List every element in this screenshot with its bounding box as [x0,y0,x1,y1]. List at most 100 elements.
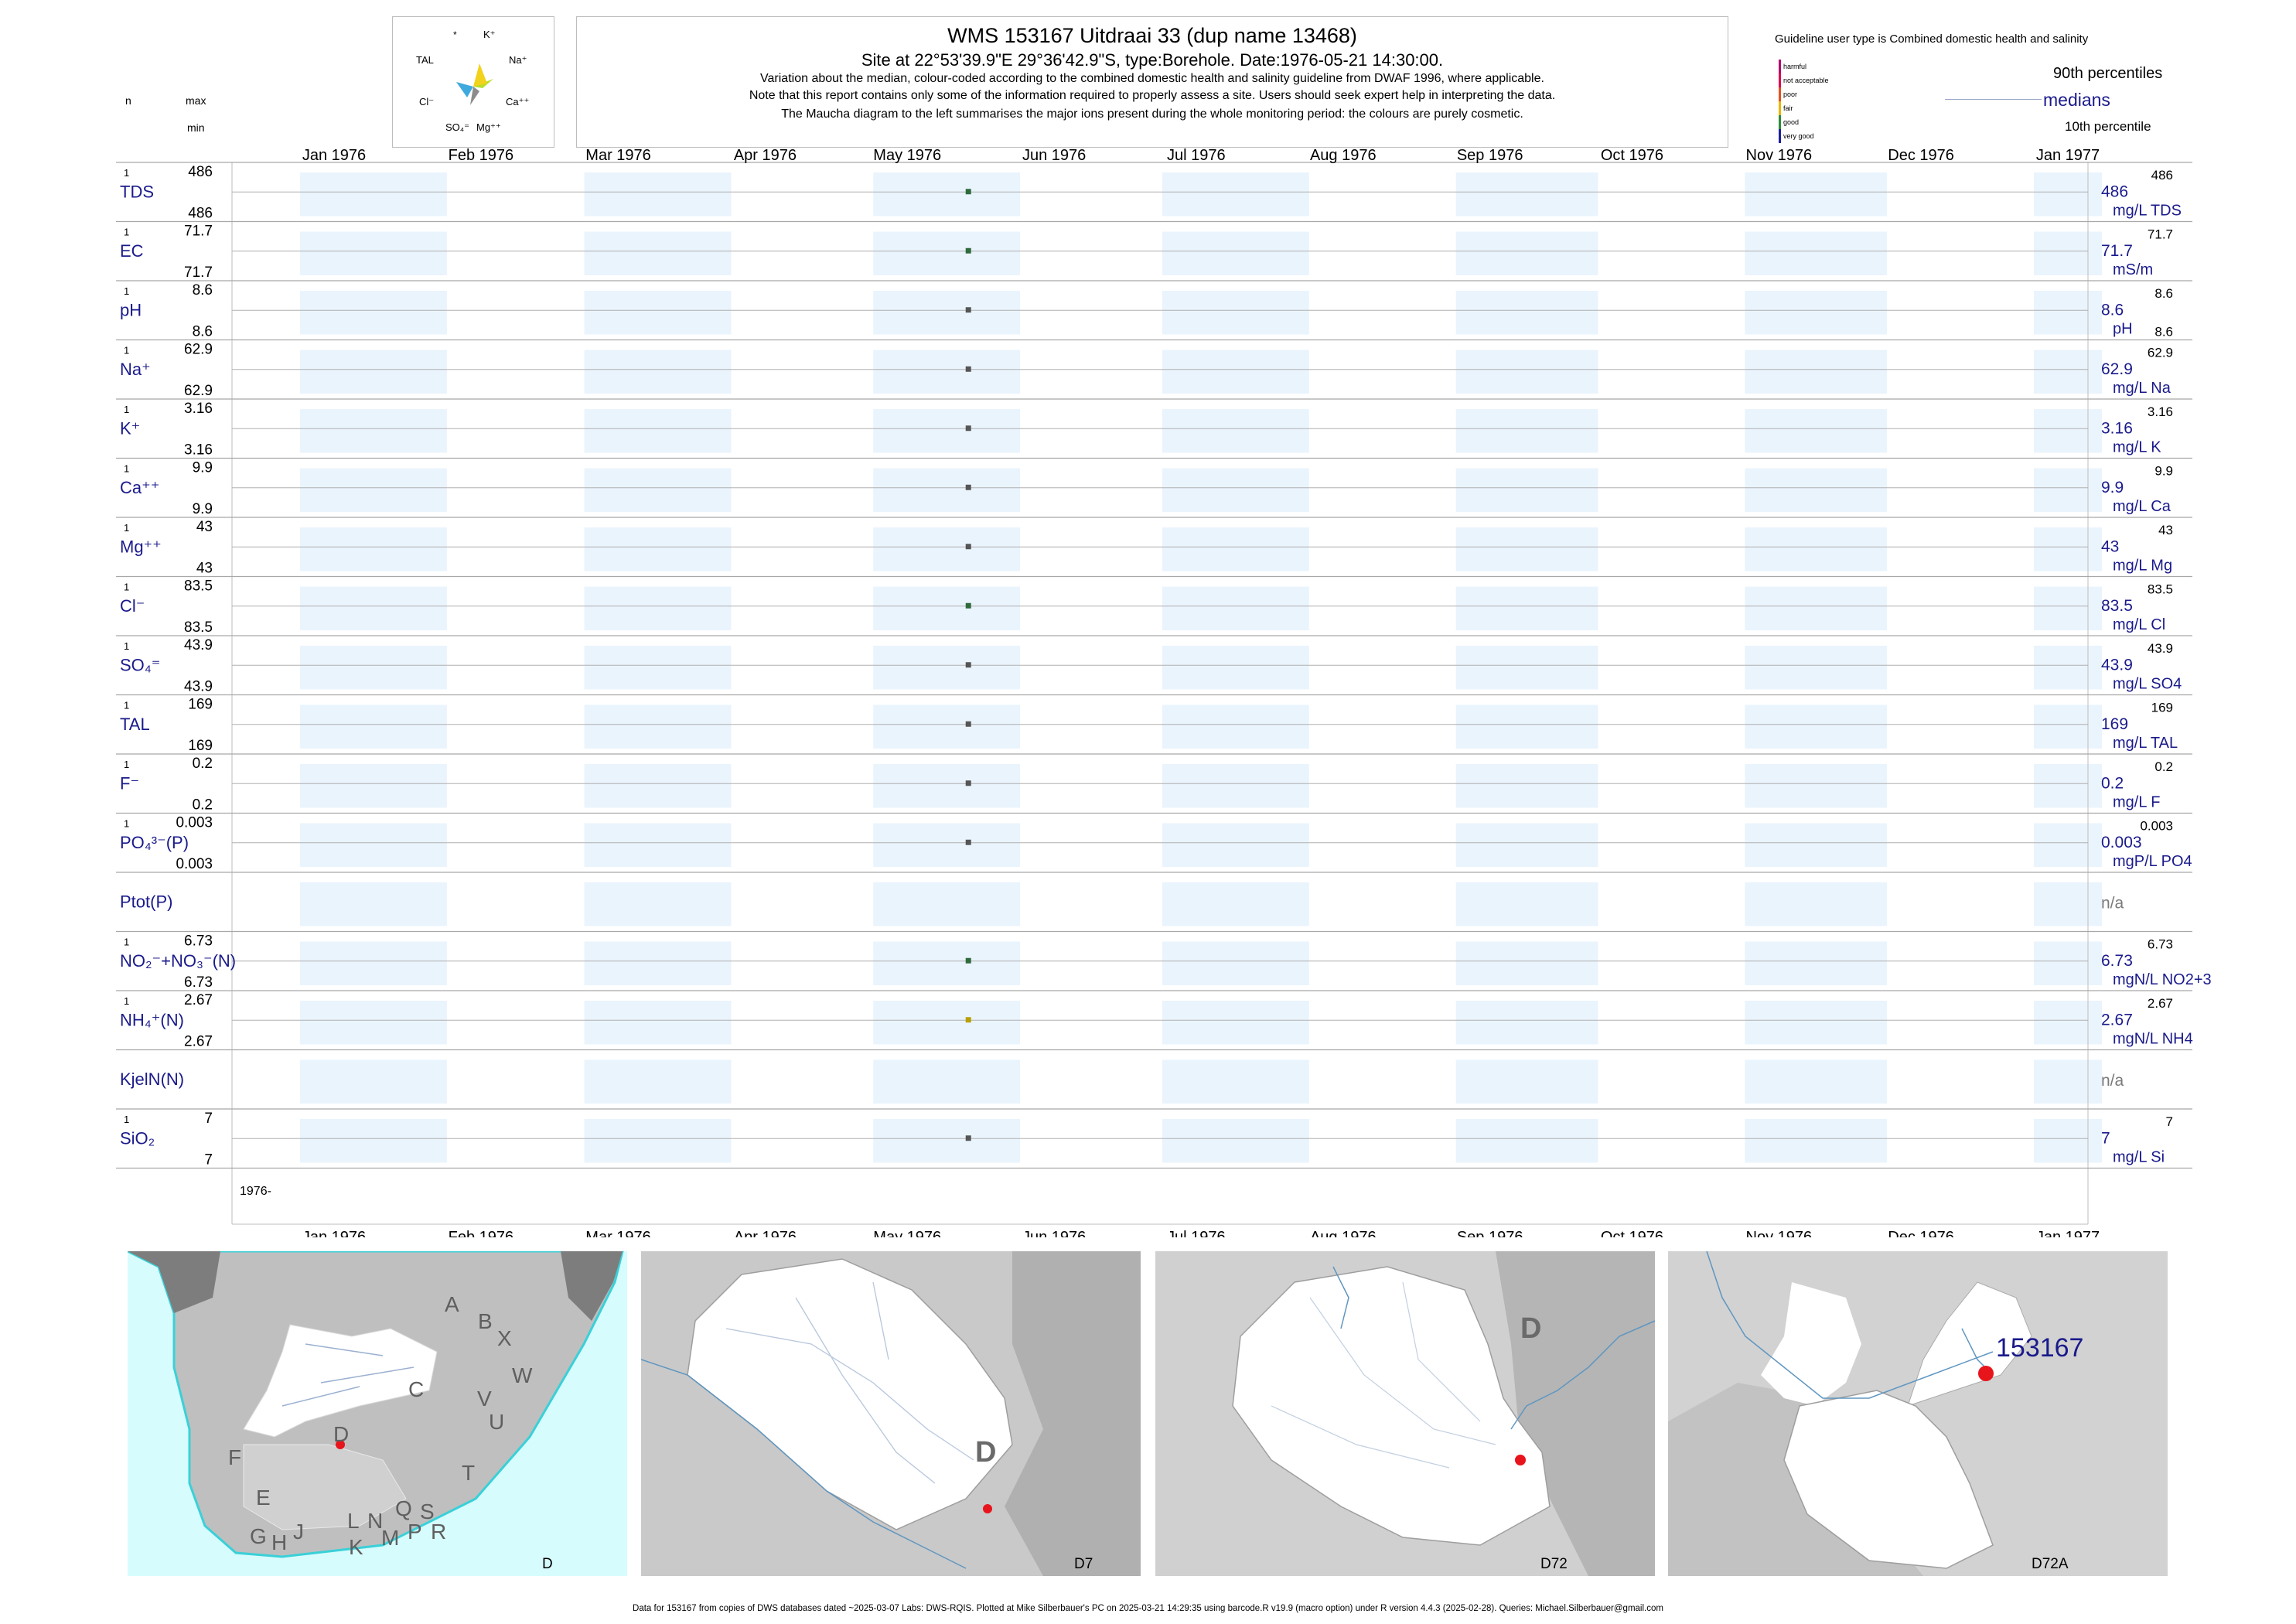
month-band [300,764,447,808]
unit-label: pH [2113,320,2133,337]
max-value: 43 [196,519,213,535]
variable-name: PO₄³⁻(P) [120,833,189,852]
sample-point [965,1135,971,1141]
median-value: 43 [2101,537,2119,555]
unit-label: mgP/L PO4 [2113,853,2192,870]
month-band [1745,646,1888,690]
sample-point [965,366,971,372]
month-band [1455,941,1598,985]
sample-count: 1 [124,759,129,770]
variable-name: NH₄⁺(N) [120,1010,184,1029]
month-band [1745,527,1888,571]
month-band [2034,764,2102,808]
month-band [584,291,732,335]
month-band [2034,291,2102,335]
region-label: A [445,1292,459,1316]
region-label: R [431,1520,446,1544]
month-band [873,231,1021,275]
maucha-diagram-box: * K⁺ TAL Na⁺ Cl⁻ Ca⁺⁺ SO₄⁼ Mg⁺⁺ [392,16,554,148]
sample-point [965,484,971,490]
month-band [584,941,732,985]
month-band [1162,646,1309,690]
region-label: L [347,1509,360,1533]
sample-count: 1 [124,167,129,179]
legend-color-bar [1779,129,1781,143]
max-value: 8.6 [193,282,213,299]
month-band [2034,1119,2102,1163]
map4-caption: D72A [2032,1556,2069,1572]
month-band [1745,172,1888,217]
maucha-label-cl: Cl⁻ [419,96,434,107]
variable-name: K⁺ [120,418,140,438]
x-tick-label-bottom: Jan 1977 [2036,1229,2100,1237]
month-band [2034,1001,2102,1045]
footer-note: Data for 153167 from copies of DWS datab… [633,1604,1663,1613]
variable-name: SO₄⁼ [120,655,160,674]
x-tick-label-bottom: Mar 1976 [585,1229,651,1237]
month-band [300,527,447,571]
max-header: max [186,94,206,107]
region-label: U [489,1410,504,1434]
min-value: 6.73 [184,974,213,991]
p10-value: 8.6 [2154,325,2173,339]
p90-value: 9.9 [2154,464,2173,479]
month-band [1745,941,1888,985]
sample-point [965,1017,971,1023]
month-band [1455,350,1598,394]
month-band [1455,468,1598,512]
unit-label: mg/L F [2113,793,2161,810]
month-band [584,231,732,275]
p90-value: 83.5 [2148,582,2173,597]
month-band [584,1059,732,1104]
max-value: 0.2 [193,756,213,772]
median-value: 62.9 [2101,360,2133,378]
x-tick-label-top: Sep 1976 [1457,147,1523,164]
month-band [2034,172,2102,217]
maucha-label-k: K⁺ [483,29,496,40]
month-band [1455,882,1598,926]
unit-label: mg/L TDS [2113,202,2182,219]
x-tick-label-top: May 1976 [873,147,941,164]
legend-category-label: harmful [1783,63,1807,70]
month-band [1455,409,1598,453]
map-d-catchment: D D7 [641,1251,1141,1576]
x-tick-label-bottom: Jun 1976 [1022,1229,1086,1237]
sample-count: 1 [124,700,129,711]
sample-count: 1 [124,522,129,534]
sample-count: 1 [124,227,129,238]
region-label: V [477,1387,492,1411]
legend-color-bar [1779,87,1781,101]
unit-label: mgN/L NH4 [2113,1030,2193,1047]
month-band [1162,1059,1309,1104]
month-band [584,468,732,512]
p90-value: 0.2 [2154,759,2173,774]
month-band [1745,586,1888,630]
x-tick-label-top: Dec 1976 [1888,147,1954,164]
sample-count: 1 [124,818,129,830]
legend-median-line [1945,99,2042,100]
map4-site-label: 153167 [1996,1333,2083,1363]
month-band [300,468,447,512]
sample-count: 1 [124,285,129,297]
variable-name: TDS [120,182,154,201]
median-value: 7 [2101,1129,2110,1147]
legend-color-bar [1779,101,1781,115]
month-band [1162,1001,1309,1045]
maucha-petal [456,82,473,97]
month-band [873,350,1021,394]
month-band [1745,1119,1888,1163]
unit-label: mg/L Cl [2113,616,2165,633]
min-header: min [187,121,205,134]
sample-point [965,780,971,786]
month-band [873,646,1021,690]
maucha-label-ca: Ca⁺⁺ [506,96,529,107]
month-band [1455,1059,1598,1104]
min-value: 62.9 [184,383,213,399]
n-header: n [125,94,131,107]
month-band [873,1059,1021,1104]
map2-label: D [975,1436,996,1469]
month-band [2034,941,2102,985]
median-value: 71.7 [2101,242,2133,260]
region-label: E [256,1486,271,1510]
